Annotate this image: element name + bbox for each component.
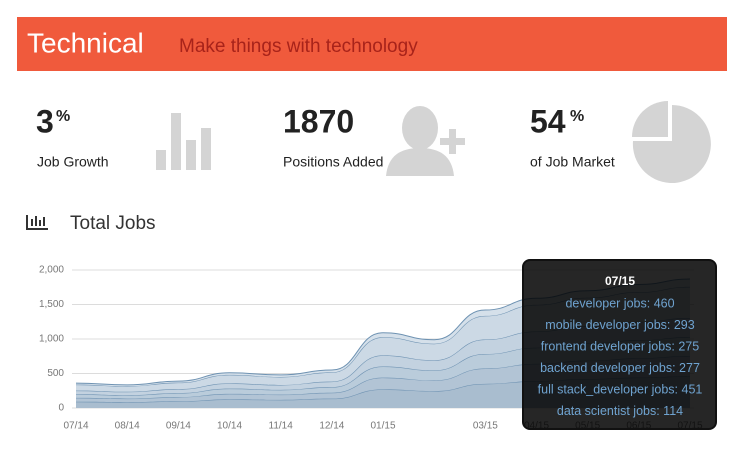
y-tick-label: 1,000 — [39, 334, 64, 345]
stat-value: 1870 — [283, 103, 354, 139]
stat-unit: % — [56, 108, 70, 125]
tooltip: 07/15 developer jobs: 460 mobile developer… — [522, 259, 717, 430]
section-title: Total Jobs — [70, 213, 156, 234]
chart-icon — [26, 215, 48, 230]
x-tick-label: 08/14 — [115, 421, 140, 432]
stat-label: Positions Added — [283, 154, 383, 170]
y-tick-label: 0 — [58, 403, 64, 414]
stat-unit: % — [570, 108, 584, 125]
tooltip-line: full stack_developer jobs: 451 — [538, 382, 703, 396]
tooltip-line: backend developer jobs: 277 — [540, 361, 700, 375]
x-tick-label: 01/15 — [370, 421, 395, 432]
pie-icon — [632, 101, 711, 183]
x-tick-label: 09/14 — [166, 421, 191, 432]
x-tick-label: 11/14 — [269, 421, 294, 432]
y-tick-label: 2,000 — [39, 265, 64, 276]
tooltip-title: 07/15 — [605, 274, 635, 288]
header-subtitle: Make things with technology — [179, 36, 418, 57]
stat-label: of Job Market — [530, 154, 615, 170]
header-title: Technical — [27, 27, 144, 58]
y-tick-label: 1,500 — [39, 299, 64, 310]
bar-icon — [156, 113, 211, 170]
stat-value: 54 — [530, 103, 566, 139]
tooltip-line: frontend developer jobs: 275 — [541, 339, 699, 353]
y-tick-label: 500 — [47, 368, 64, 379]
stat-label: Job Growth — [37, 154, 109, 170]
x-tick-label: 10/14 — [217, 421, 242, 432]
tooltip-line: developer jobs: 460 — [565, 296, 674, 310]
stat-value: 3 — [36, 103, 54, 139]
header-bar — [17, 17, 727, 71]
x-tick-label: 07/14 — [63, 421, 88, 432]
tooltip-line: data scientist jobs: 114 — [557, 404, 683, 418]
tooltip-box — [522, 259, 717, 430]
person-add-icon — [386, 106, 465, 176]
x-tick-label: 12/14 — [319, 421, 344, 432]
tooltip-line: mobile developer jobs: 293 — [545, 318, 694, 332]
x-tick-label: 03/15 — [473, 421, 498, 432]
